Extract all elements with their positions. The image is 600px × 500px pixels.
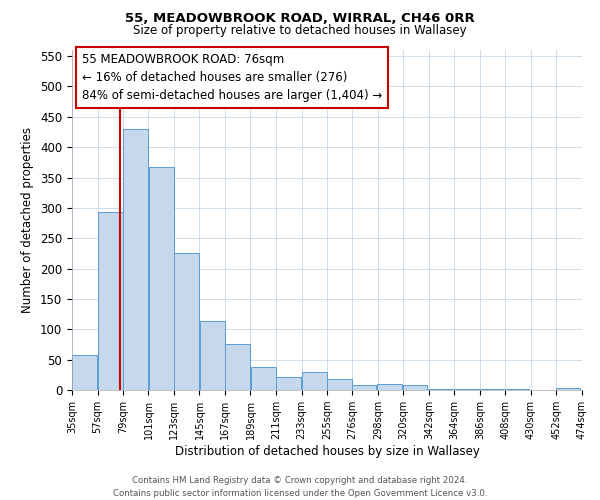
Bar [328, 379, 352, 390]
Y-axis label: Number of detached properties: Number of detached properties [22, 127, 34, 313]
Bar [352, 384, 376, 390]
Bar [251, 367, 275, 390]
Bar [302, 372, 326, 390]
Text: 55 MEADOWBROOK ROAD: 76sqm
← 16% of detached houses are smaller (276)
84% of sem: 55 MEADOWBROOK ROAD: 76sqm ← 16% of deta… [82, 54, 382, 102]
Bar [226, 344, 250, 390]
Bar [73, 356, 97, 390]
Bar [377, 384, 402, 390]
X-axis label: Distribution of detached houses by size in Wallasey: Distribution of detached houses by size … [175, 445, 479, 458]
Bar [98, 212, 122, 390]
Text: Size of property relative to detached houses in Wallasey: Size of property relative to detached ho… [133, 24, 467, 37]
Bar [556, 388, 580, 390]
Bar [124, 129, 148, 390]
Text: 55, MEADOWBROOK ROAD, WIRRAL, CH46 0RR: 55, MEADOWBROOK ROAD, WIRRAL, CH46 0RR [125, 12, 475, 26]
Bar [175, 253, 199, 390]
Bar [277, 376, 301, 390]
Bar [200, 322, 224, 390]
Text: Contains HM Land Registry data © Crown copyright and database right 2024.
Contai: Contains HM Land Registry data © Crown c… [113, 476, 487, 498]
Bar [149, 166, 173, 390]
Bar [403, 384, 427, 390]
